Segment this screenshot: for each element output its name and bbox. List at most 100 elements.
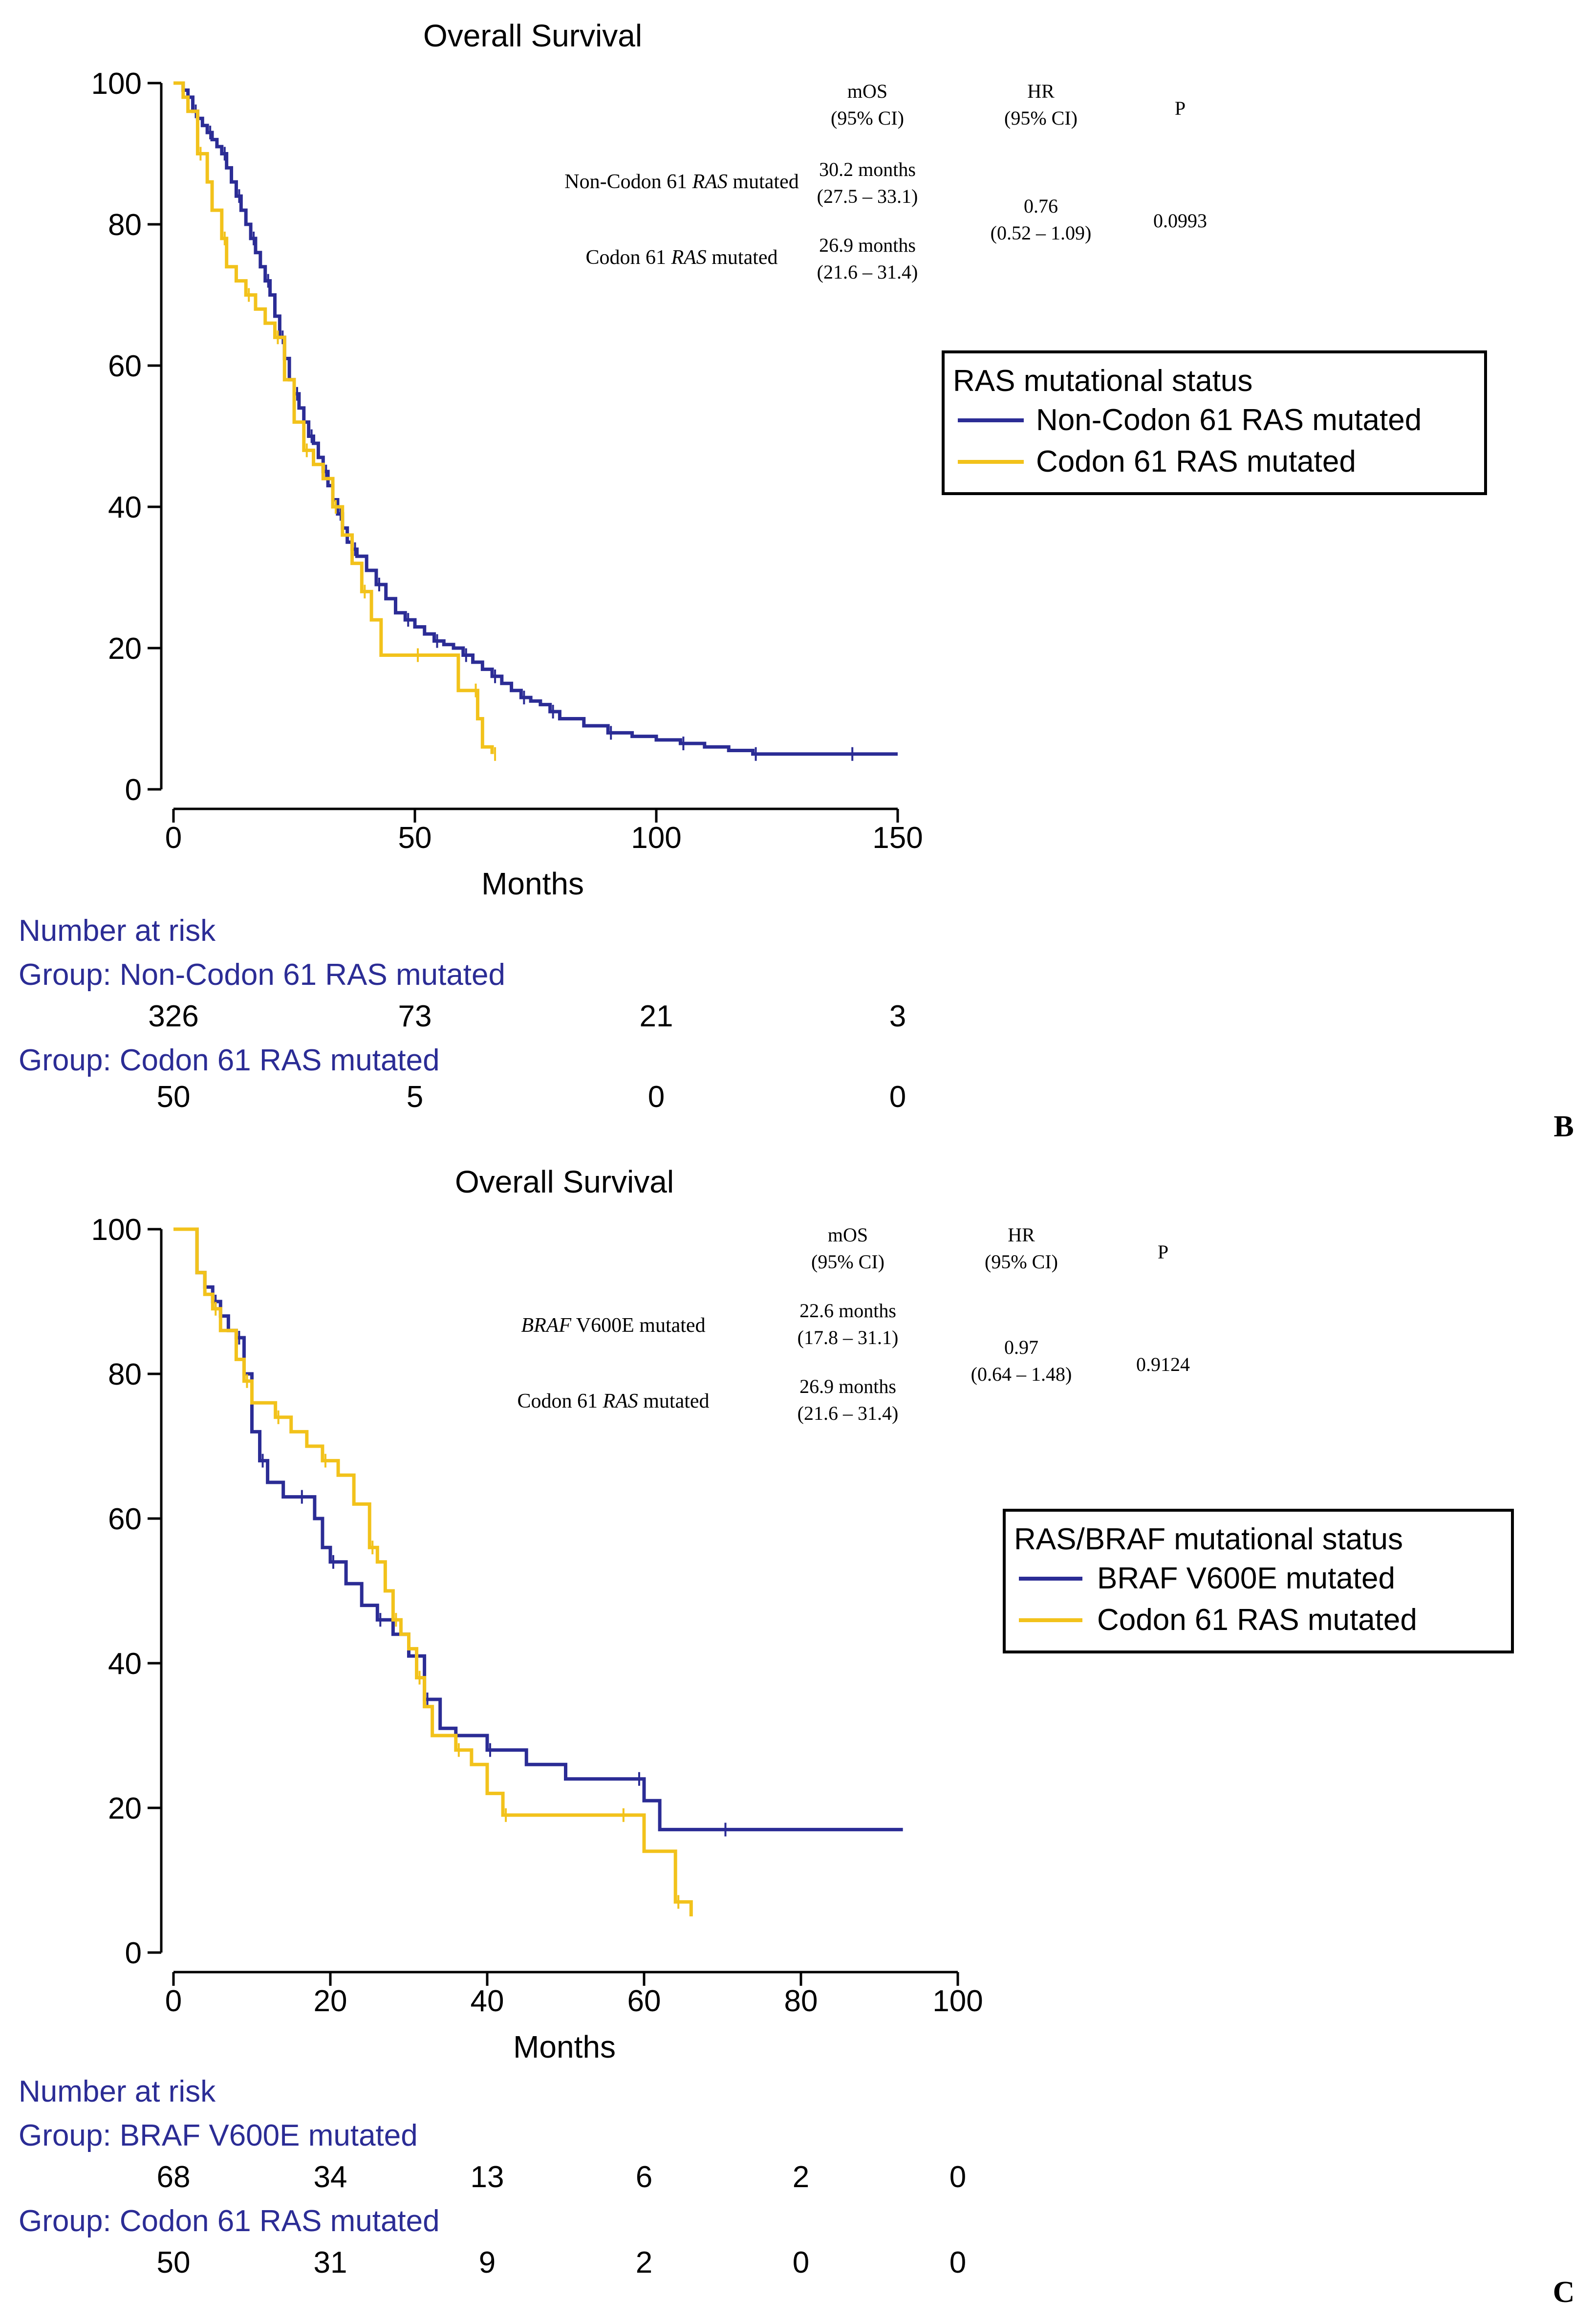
risk-count: 13 — [471, 2160, 504, 2194]
panel-label-c: C — [1553, 2276, 1575, 2309]
x-tick-label: 100 — [932, 1984, 983, 2018]
risk-count: 2 — [636, 2246, 652, 2280]
chart-title: Overall Survival — [455, 1164, 674, 1199]
legend-box — [942, 350, 1487, 495]
stats-header-hr: HR — [1027, 80, 1055, 102]
risk-count: 34 — [314, 2160, 347, 2194]
y-tick-label: 80 — [108, 208, 142, 242]
stats-mos-ci: (21.6 – 31.4) — [817, 261, 918, 283]
stats-hr-value: 0.97 — [1004, 1336, 1038, 1358]
stats-hr-value: 0.76 — [1024, 195, 1058, 217]
stats-header-mos-ci: (95% CI) — [831, 107, 904, 129]
stats-header-mos: mOS — [847, 80, 887, 102]
y-tick-label: 40 — [108, 491, 142, 524]
stats-header-hr: HR — [1008, 1224, 1035, 1246]
stats-row-label-italic: RAS — [602, 1390, 638, 1412]
stats-p-value: 0.9124 — [1136, 1353, 1190, 1375]
y-tick-label: 40 — [108, 1647, 142, 1681]
stats-hr-ci: (0.64 – 1.48) — [971, 1363, 1072, 1385]
stats-hr-ci: (0.52 – 1.09) — [991, 222, 1092, 244]
risk-count: 0 — [889, 1080, 906, 1114]
stats-mos-ci: (21.6 – 31.4) — [798, 1402, 899, 1424]
x-tick-label: 20 — [314, 1984, 347, 2018]
risk-heading: Number at risk — [19, 2075, 216, 2108]
stats-row-label-italic: RAS — [692, 171, 728, 193]
x-axis-label: Months — [513, 2029, 616, 2064]
stats-row-label-post: mutated — [638, 1390, 710, 1412]
legend-box — [1003, 1509, 1514, 1653]
legend-title: RAS mutational status — [953, 364, 1252, 398]
stats-row-label-post: mutated — [728, 171, 799, 193]
risk-count: 0 — [648, 1080, 665, 1114]
risk-count: 21 — [640, 999, 673, 1033]
y-tick-label: 20 — [108, 1792, 142, 1825]
stats-row-label-italic: RAS — [670, 246, 706, 269]
stats-row-label-post: mutated — [707, 246, 778, 269]
stats-header-p: P — [1175, 97, 1186, 119]
risk-count: 73 — [398, 999, 432, 1033]
legend-entry-1: Non-Codon 61 RAS mutated — [1036, 403, 1422, 437]
risk-count: 5 — [407, 1080, 423, 1114]
y-tick-label: 60 — [108, 1502, 142, 1536]
risk-count: 0 — [949, 2246, 966, 2280]
y-tick-label: 0 — [125, 773, 142, 807]
stats-p-value: 0.0993 — [1153, 210, 1207, 232]
legend-title: RAS/BRAF mutational status — [1014, 1522, 1403, 1556]
stats-row-label-post: V600E mutated — [571, 1314, 706, 1337]
stats-mos-value: 22.6 months — [799, 1300, 896, 1322]
risk-count: 50 — [157, 2246, 191, 2280]
stats-row-label: Codon 61 RAS mutated — [517, 1390, 709, 1412]
risk-group-label: Group: Non-Codon 61 RAS mutated — [19, 958, 505, 992]
y-tick-label: 100 — [91, 67, 142, 101]
series-line-1 — [173, 1227, 903, 1831]
x-tick-label: 0 — [165, 1984, 182, 2018]
stats-row-label-italic: BRAF — [521, 1314, 571, 1337]
risk-count: 31 — [314, 2246, 347, 2280]
risk-group-label: Group: Codon 61 RAS mutated — [19, 1043, 440, 1077]
panel-label-b: B — [1553, 1110, 1574, 1143]
risk-count: 9 — [479, 2246, 496, 2280]
legend-entry-1: BRAF V600E mutated — [1097, 1562, 1395, 1595]
y-tick-label: 20 — [108, 632, 142, 666]
stats-mos-ci: (17.8 – 31.1) — [798, 1326, 899, 1348]
x-tick-label: 50 — [398, 821, 432, 855]
risk-count: 50 — [157, 1080, 191, 1114]
legend-entry-2: Codon 61 RAS mutated — [1036, 445, 1356, 478]
x-tick-label: 100 — [631, 821, 681, 855]
risk-count: 326 — [148, 999, 198, 1033]
risk-count: 68 — [157, 2160, 191, 2194]
risk-count: 0 — [793, 2246, 809, 2280]
stats-mos-value: 26.9 months — [819, 234, 916, 256]
stats-header-mos-ci: (95% CI) — [811, 1251, 884, 1273]
risk-count: 0 — [949, 2160, 966, 2194]
stats-row-label: Codon 61 RAS mutated — [585, 246, 777, 269]
x-tick-label: 60 — [627, 1984, 661, 2018]
x-tick-label: 80 — [784, 1984, 818, 2018]
risk-count: 6 — [636, 2160, 652, 2194]
x-axis-label: Months — [481, 866, 584, 901]
stats-mos-value: 30.2 months — [819, 158, 916, 180]
y-tick-label: 60 — [108, 349, 142, 383]
stats-mos-ci: (27.5 – 33.1) — [817, 185, 918, 207]
risk-count: 3 — [889, 999, 906, 1033]
stats-row-label: Non-Codon 61 RAS mutated — [564, 171, 798, 193]
series-line-2 — [173, 81, 494, 754]
stats-row-label-pre: Non-Codon 61 — [564, 171, 692, 193]
stats-header-hr-ci: (95% CI) — [1004, 107, 1078, 129]
stats-header-hr-ci: (95% CI) — [985, 1251, 1058, 1273]
stats-row-label-pre: Codon 61 — [517, 1390, 603, 1412]
legend-entry-2: Codon 61 RAS mutated — [1097, 1603, 1417, 1637]
risk-group-label: Group: BRAF V600E mutated — [19, 2119, 418, 2152]
stats-header-p: P — [1158, 1241, 1168, 1263]
stats-row-label: BRAF V600E mutated — [521, 1314, 705, 1337]
series-line-2 — [173, 1227, 693, 1916]
y-tick-label: 80 — [108, 1358, 142, 1391]
x-tick-label: 150 — [872, 821, 923, 855]
stats-row-label-pre: Codon 61 — [585, 246, 671, 269]
x-tick-label: 0 — [165, 821, 182, 855]
y-tick-label: 0 — [125, 1936, 142, 1970]
